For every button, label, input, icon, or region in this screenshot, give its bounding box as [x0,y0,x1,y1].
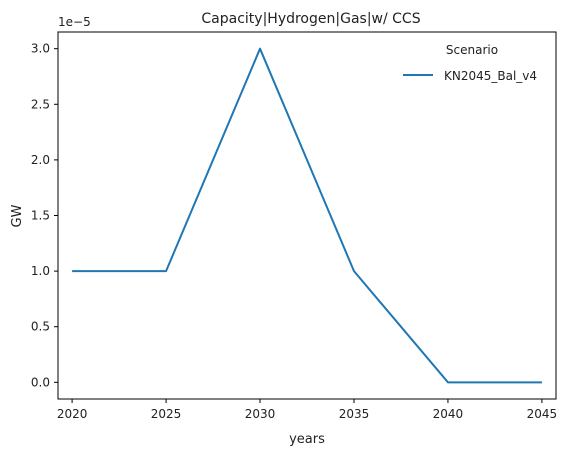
y-tick-label: 1.5 [31,209,50,223]
y-tick-label: 0.5 [31,320,50,334]
chart-title: Capacity|Hydrogen|Gas|w/ CCS [201,11,420,27]
y-tick-label: 3.0 [31,42,50,56]
y-tick-label: 2.5 [31,97,50,111]
y-axis-label: GW [10,204,25,227]
y-axis-ticks: 0.0 0.5 1.0 1.5 2.0 2.5 3.0 [31,42,58,389]
y-tick-label: 0.0 [31,375,50,389]
series-line [72,47,542,384]
x-tick-label: 2035 [339,407,370,421]
x-tick-label: 2030 [245,407,276,421]
legend-title: Scenario [446,43,498,57]
legend: Scenario KN2045_Bal_v4 [403,43,537,83]
legend-series-label: KN2045_Bal_v4 [444,69,537,83]
y-tick-label: 1.0 [31,264,50,278]
plot-area-frame [57,31,557,400]
x-tick-label: 2025 [151,407,182,421]
y-axis-offset-label: 1e−5 [58,15,91,29]
x-axis-label: years [289,432,325,447]
x-tick-label: 2045 [527,407,558,421]
y-tick-label: 2.0 [31,153,50,167]
series-layer [72,47,542,384]
x-tick-label: 2020 [57,407,88,421]
x-tick-label: 2040 [433,407,464,421]
x-axis-ticks: 2020 2025 2030 2035 2040 2045 [57,399,557,421]
